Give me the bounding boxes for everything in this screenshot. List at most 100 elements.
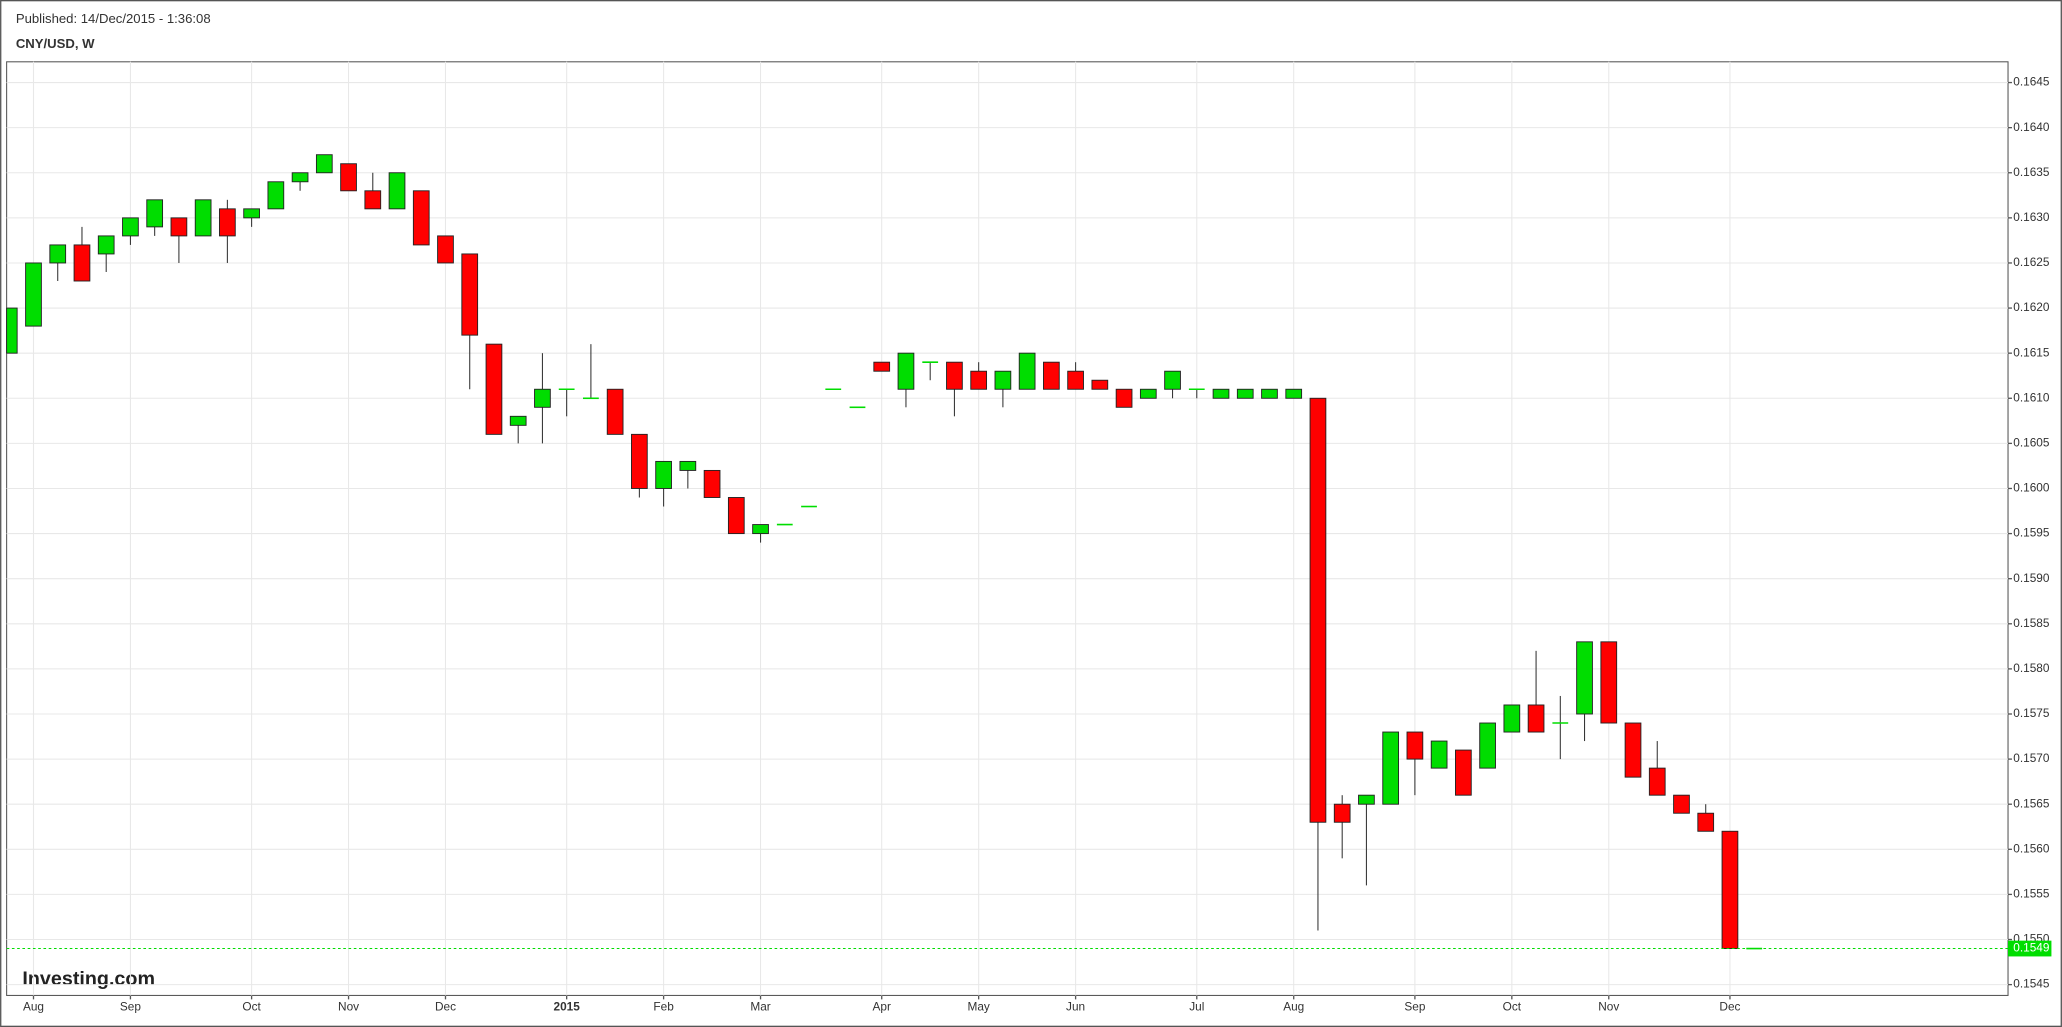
x-tick-label: Sep <box>120 999 141 1013</box>
x-tick-label: Apr <box>873 999 891 1013</box>
candle-body <box>1382 731 1400 805</box>
y-tick-label: 0.1610 <box>2013 390 2050 404</box>
x-tick-label: Aug <box>23 999 44 1013</box>
y-tick-label: 0.1620 <box>2013 300 2050 314</box>
candle-body <box>994 370 1012 390</box>
candle-body <box>946 361 963 390</box>
candle-body <box>631 433 648 489</box>
candle-body <box>1309 397 1327 823</box>
y-tick-label: 0.1555 <box>2013 887 2050 901</box>
candle-body <box>1576 641 1593 715</box>
candle-body <box>534 388 551 408</box>
candle-body <box>1043 361 1060 390</box>
x-tick-label: Dec <box>1719 999 1740 1013</box>
x-tick-label: Jul <box>1189 999 1204 1013</box>
candle-body <box>1406 731 1424 760</box>
candle-body <box>1503 704 1521 733</box>
y-tick-label: 0.1575 <box>2013 706 2050 720</box>
candle-body <box>1455 749 1472 796</box>
y-tick-label: 0.1590 <box>2013 571 2050 585</box>
x-tick-label: Feb <box>653 999 674 1013</box>
y-tick-label: 0.1580 <box>2013 661 2050 675</box>
y-tick-label: 0.1630 <box>2013 210 2050 224</box>
candle-body <box>1067 370 1084 390</box>
candle-body <box>1018 352 1036 390</box>
candle-body <box>1091 379 1109 390</box>
candle-body <box>873 361 891 372</box>
x-tick-label: Mar <box>750 999 770 1013</box>
candle-body <box>1721 830 1739 949</box>
candle-body <box>1285 388 1303 399</box>
candle-body <box>1479 722 1496 769</box>
plot-area <box>6 61 2009 996</box>
candle-body <box>219 208 236 237</box>
candle-body <box>1164 370 1181 390</box>
candle-body <box>679 460 697 471</box>
candle-body <box>73 244 91 282</box>
candle-body <box>194 199 212 237</box>
y-tick-label: 0.1640 <box>2013 120 2050 134</box>
candle-body <box>897 352 915 390</box>
y-tick-label: 0.1635 <box>2013 165 2050 179</box>
y-tick-label: 0.1565 <box>2013 796 2050 810</box>
candle-body <box>146 199 164 228</box>
candle-body <box>1358 794 1375 805</box>
candle-body <box>655 460 672 489</box>
candle-body <box>727 497 745 535</box>
candle-body <box>364 190 382 210</box>
candle-body <box>1527 704 1545 733</box>
y-tick-label: 0.1615 <box>2013 345 2050 359</box>
brand: Investing.com <box>22 968 155 990</box>
candle-body <box>412 190 430 246</box>
candle-body <box>6 307 18 354</box>
y-tick-label: 0.1595 <box>2013 526 2050 540</box>
x-tick-label: Nov <box>338 999 359 1013</box>
candle-body <box>1697 812 1715 832</box>
candle-body <box>315 154 333 174</box>
candle-body <box>97 235 115 255</box>
candle-body <box>1648 767 1666 796</box>
candle-body <box>1600 641 1618 724</box>
candle-body <box>703 469 721 498</box>
x-tick-label: Nov <box>1598 999 1619 1013</box>
published: Published: 14/Dec/2015 - 1:36:08 <box>16 11 211 26</box>
candle-body <box>49 244 67 264</box>
x-tick-label: Oct <box>242 999 261 1013</box>
candle-body <box>1212 388 1230 399</box>
candle-body <box>170 217 188 237</box>
candle-body <box>1139 388 1157 399</box>
candle-body <box>340 163 357 192</box>
x-tick-label: Jun <box>1066 999 1085 1013</box>
x-tick-label: 2015 <box>554 999 581 1013</box>
x-tick-label: May <box>967 999 989 1013</box>
x-tick-label: Sep <box>1404 999 1425 1013</box>
x-tick-label: Oct <box>1503 999 1522 1013</box>
candle-body <box>122 217 139 237</box>
candle-body <box>970 370 988 390</box>
candle-body <box>1333 803 1351 823</box>
last-price-label: 0.1549 <box>2013 941 2050 955</box>
chart-title: CNY/USD, W <box>16 36 95 51</box>
y-tick-label: 0.1600 <box>2013 481 2050 495</box>
y-tick-label: 0.1645 <box>2013 75 2050 89</box>
y-tick-label: 0.1570 <box>2013 751 2050 765</box>
candle-body <box>267 181 285 210</box>
candle-body <box>1673 794 1690 814</box>
y-tick-label: 0.1625 <box>2013 255 2050 269</box>
candle-body <box>243 208 260 219</box>
candle-body <box>1430 740 1448 769</box>
y-tick-label: 0.1585 <box>2013 616 2050 630</box>
candle-body <box>388 172 406 210</box>
candle-body <box>1624 722 1642 778</box>
candle-body <box>1261 388 1278 399</box>
candle-body <box>606 388 624 435</box>
y-tick-label: 0.1545 <box>2013 977 2050 991</box>
candle-body <box>461 253 479 336</box>
y-tick-label: 0.1560 <box>2013 841 2050 855</box>
candle-body <box>1115 388 1133 408</box>
candle-body <box>485 343 503 435</box>
x-tick-label: Aug <box>1283 999 1304 1013</box>
